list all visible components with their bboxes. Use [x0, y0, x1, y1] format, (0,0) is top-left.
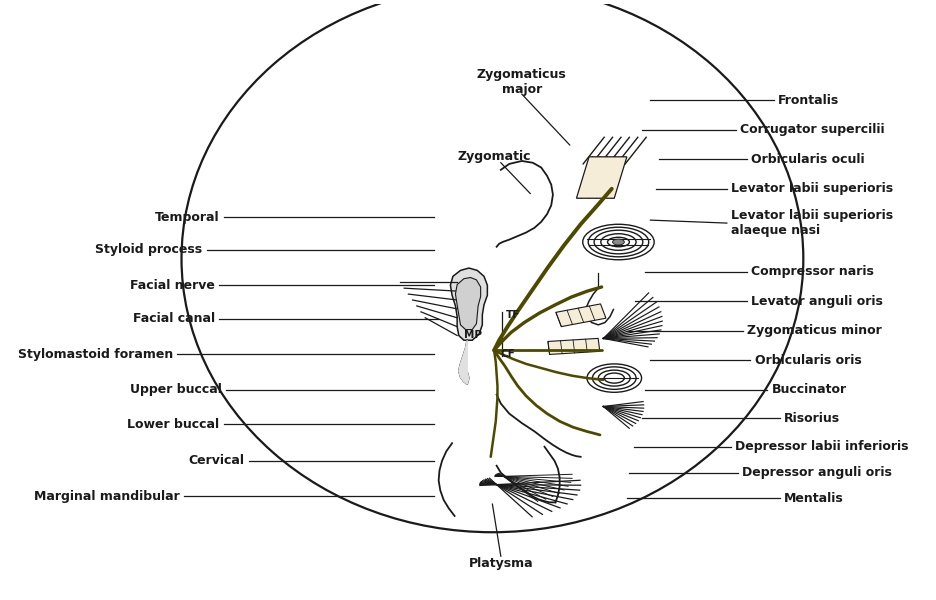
Text: Upper buccal: Upper buccal — [130, 383, 222, 397]
Text: Mentalis: Mentalis — [783, 492, 842, 505]
Text: Styloid process: Styloid process — [95, 243, 202, 256]
Text: Buccinator: Buccinator — [770, 383, 845, 397]
Text: Cervical: Cervical — [188, 454, 244, 467]
Text: Compressor naris: Compressor naris — [751, 265, 873, 278]
Text: Levator labii superioris: Levator labii superioris — [730, 182, 892, 195]
Text: Zygomatic: Zygomatic — [457, 151, 531, 163]
Text: Orbicularis oculi: Orbicularis oculi — [751, 152, 864, 166]
Text: Corrugator supercilii: Corrugator supercilii — [739, 123, 884, 136]
Polygon shape — [555, 304, 606, 326]
Text: MP: MP — [464, 331, 482, 340]
Text: Temporal: Temporal — [154, 211, 219, 224]
Text: Levator anguli oris: Levator anguli oris — [751, 295, 882, 308]
Text: Orbicularis oris: Orbicularis oris — [753, 354, 860, 367]
Text: Facial canal: Facial canal — [133, 313, 215, 325]
Text: Lower buccal: Lower buccal — [127, 418, 219, 431]
Text: Zygomaticus
major: Zygomaticus major — [476, 68, 566, 96]
Text: Zygomaticus minor: Zygomaticus minor — [746, 324, 881, 337]
Text: Facial nerve: Facial nerve — [130, 279, 215, 292]
Text: TF: TF — [505, 310, 519, 320]
Text: Platysma: Platysma — [468, 557, 533, 570]
Polygon shape — [450, 268, 487, 340]
Text: Depressor labii inferioris: Depressor labii inferioris — [735, 440, 908, 453]
Polygon shape — [576, 157, 626, 198]
Ellipse shape — [612, 239, 623, 245]
Text: Risorius: Risorius — [783, 412, 840, 425]
Polygon shape — [459, 340, 468, 384]
Polygon shape — [548, 338, 599, 355]
Polygon shape — [455, 278, 480, 329]
Text: Depressor anguli oris: Depressor anguli oris — [741, 466, 891, 479]
Text: Stylomastoid foramen: Stylomastoid foramen — [18, 348, 173, 361]
Text: Frontalis: Frontalis — [777, 94, 839, 107]
Text: Marginal mandibular: Marginal mandibular — [34, 490, 180, 503]
Text: Levator labii superioris
alaeque nasi: Levator labii superioris alaeque nasi — [730, 209, 892, 237]
Text: CF: CF — [500, 349, 515, 359]
